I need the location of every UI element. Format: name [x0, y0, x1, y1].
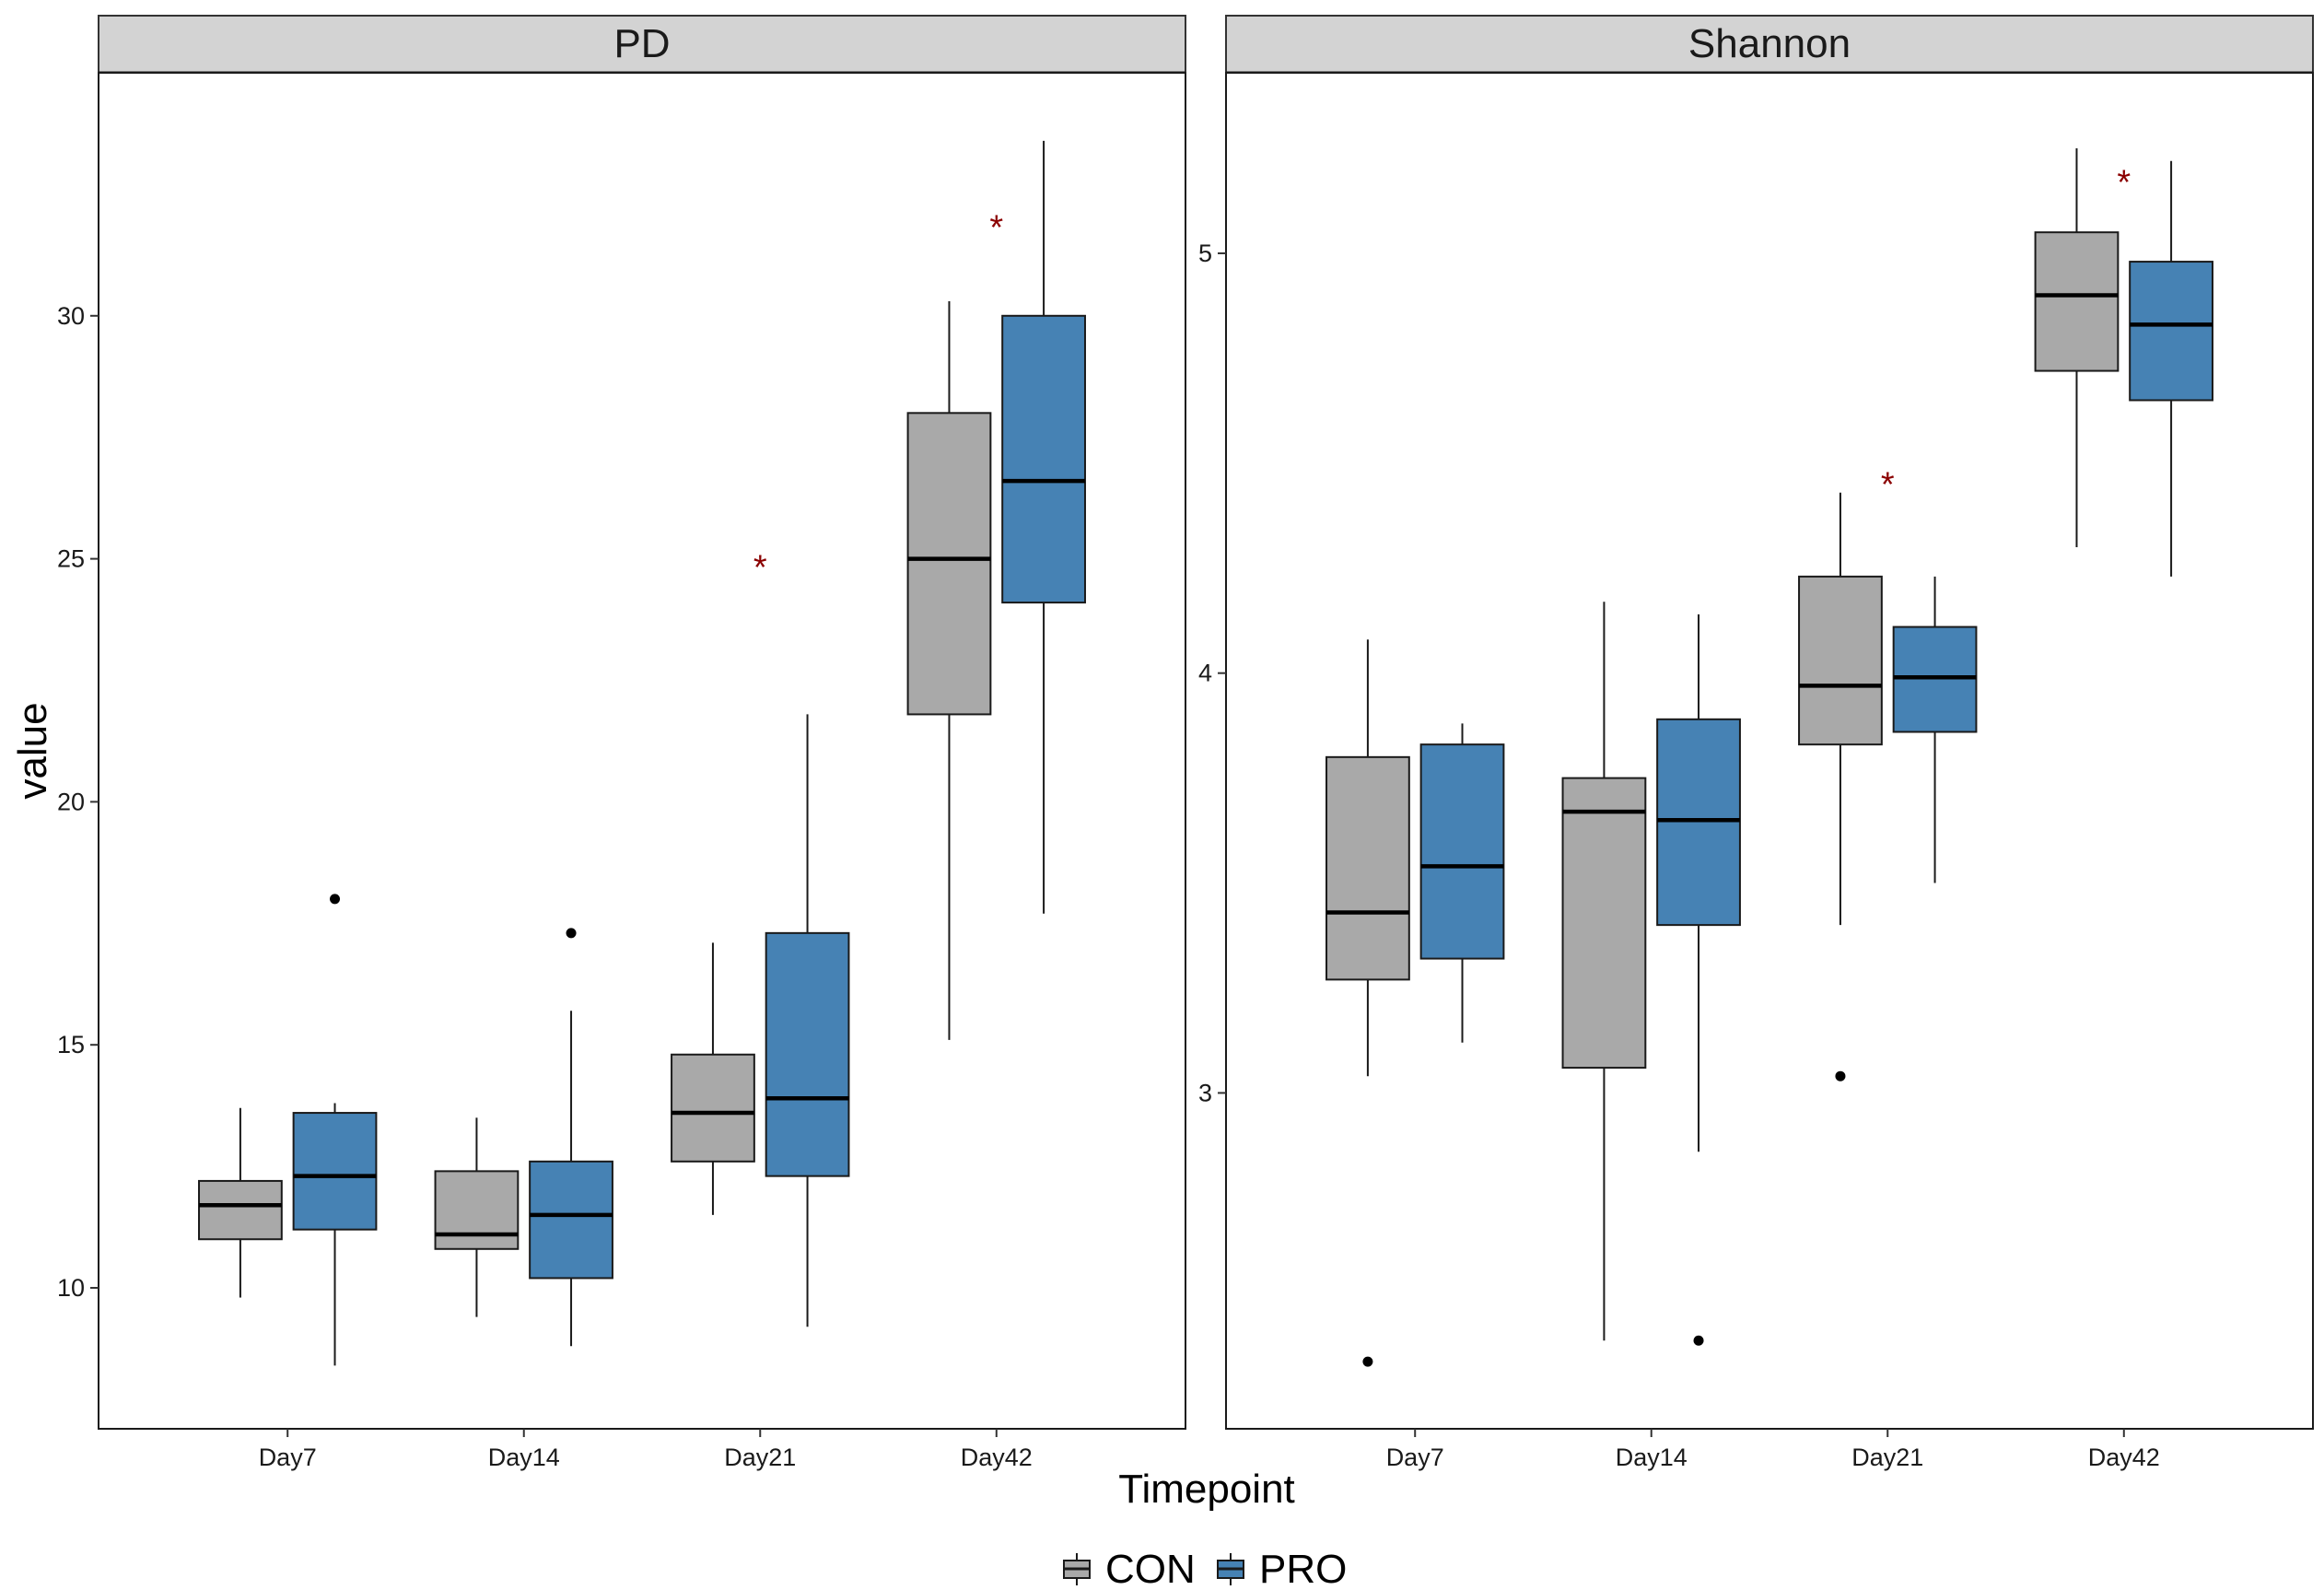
x-tick-label-shannon-day14: Day14	[1616, 1444, 1688, 1471]
significance-marker-shannon-day42: *	[2117, 163, 2131, 202]
y-tick-label-pd-15: 15	[57, 1031, 85, 1058]
facet-title-shannon: Shannon	[1688, 21, 1851, 66]
box-shannon-day42-con	[2034, 231, 2120, 372]
x-tick-label-pd-day7: Day7	[259, 1444, 317, 1471]
box-shannon-day21-con	[1798, 575, 1883, 746]
legend-label-con: CON	[1105, 1547, 1196, 1590]
legend-key-pro	[1217, 1553, 1244, 1585]
x-tick-label-shannon-day7: Day7	[1386, 1444, 1444, 1471]
y-tick-label-pd-20: 20	[57, 788, 85, 815]
x-tick-label-shannon-day21: Day21	[1851, 1444, 1923, 1471]
box-pd-day14-pro	[529, 1160, 613, 1280]
box-pd-day21-con	[671, 1053, 755, 1163]
box-shannon-day7-con	[1325, 755, 1410, 981]
y-tick-label-pd-30: 30	[57, 302, 85, 330]
y-tick-label-pd-10: 10	[57, 1274, 85, 1302]
x-tick-label-pd-day21: Day21	[724, 1444, 796, 1471]
facet-panel-pd: PD 10 15 20 25 30 Day7 Day14 Day21 Day42 * *	[57, 15, 1186, 1471]
y-tick-label-shannon-5: 5	[1198, 240, 1212, 267]
box-shannon-day42-pro	[2129, 261, 2213, 402]
x-tick-label-pd-day14: Day14	[488, 1444, 560, 1471]
box-pd-day21-pro	[765, 931, 850, 1177]
x-tick-label-shannon-day42: Day42	[2088, 1444, 2160, 1471]
box-pd-day14-con	[434, 1170, 520, 1250]
marks-shannon: 3 4 5 Day7 Day14 Day21 Day42 * *	[1198, 148, 2213, 1471]
outlier-shannon-day14-pro-0	[1693, 1335, 1704, 1346]
facet-strip-shannon	[1225, 15, 2314, 74]
legend-key-con	[1063, 1553, 1091, 1585]
x-tick-label-pd-day42: Day42	[961, 1444, 1033, 1471]
box-shannon-day7-pro	[1419, 743, 1505, 960]
significance-marker-pd-day42: *	[989, 208, 1003, 247]
legend-label-pro: PRO	[1259, 1547, 1347, 1590]
facet-title-pd: PD	[613, 21, 670, 66]
box-shannon-day21-pro	[1892, 625, 1978, 733]
box-shannon-day14-con	[1561, 777, 1647, 1070]
box-pd-day7-pro	[292, 1112, 378, 1231]
y-axis-title: value	[10, 702, 55, 799]
box-pd-day42-con	[906, 412, 992, 716]
box-pd-day7-con	[198, 1179, 283, 1241]
box-pd-day42-pro	[1001, 314, 1086, 604]
outlier-pd-day7-pro-0	[330, 894, 341, 905]
x-axis-title: Timepoint	[1118, 1467, 1295, 1512]
outlier-shannon-day21-con-0	[1835, 1070, 1846, 1081]
y-tick-label-pd-25: 25	[57, 545, 85, 573]
box-shannon-day14-pro	[1656, 718, 1741, 927]
marks-pd: 10 15 20 25 30 Day7 Day14 Day21 Day42 * *	[57, 140, 1086, 1471]
significance-marker-pd-day21: *	[753, 549, 767, 588]
outlier-shannon-day7-con-0	[1362, 1356, 1373, 1367]
legend: CON PRO	[1063, 1547, 1347, 1590]
y-tick-label-shannon-3: 3	[1198, 1079, 1212, 1106]
significance-marker-shannon-day21: *	[1881, 465, 1895, 504]
facet-strip-pd	[98, 15, 1186, 74]
y-tick-label-shannon-4: 4	[1198, 660, 1212, 687]
facet-panel-shannon: Shannon 3 4 5 Day7 Day14 Day21 Day42 * *	[1198, 15, 2314, 1471]
outlier-pd-day14-pro-0	[566, 928, 577, 939]
